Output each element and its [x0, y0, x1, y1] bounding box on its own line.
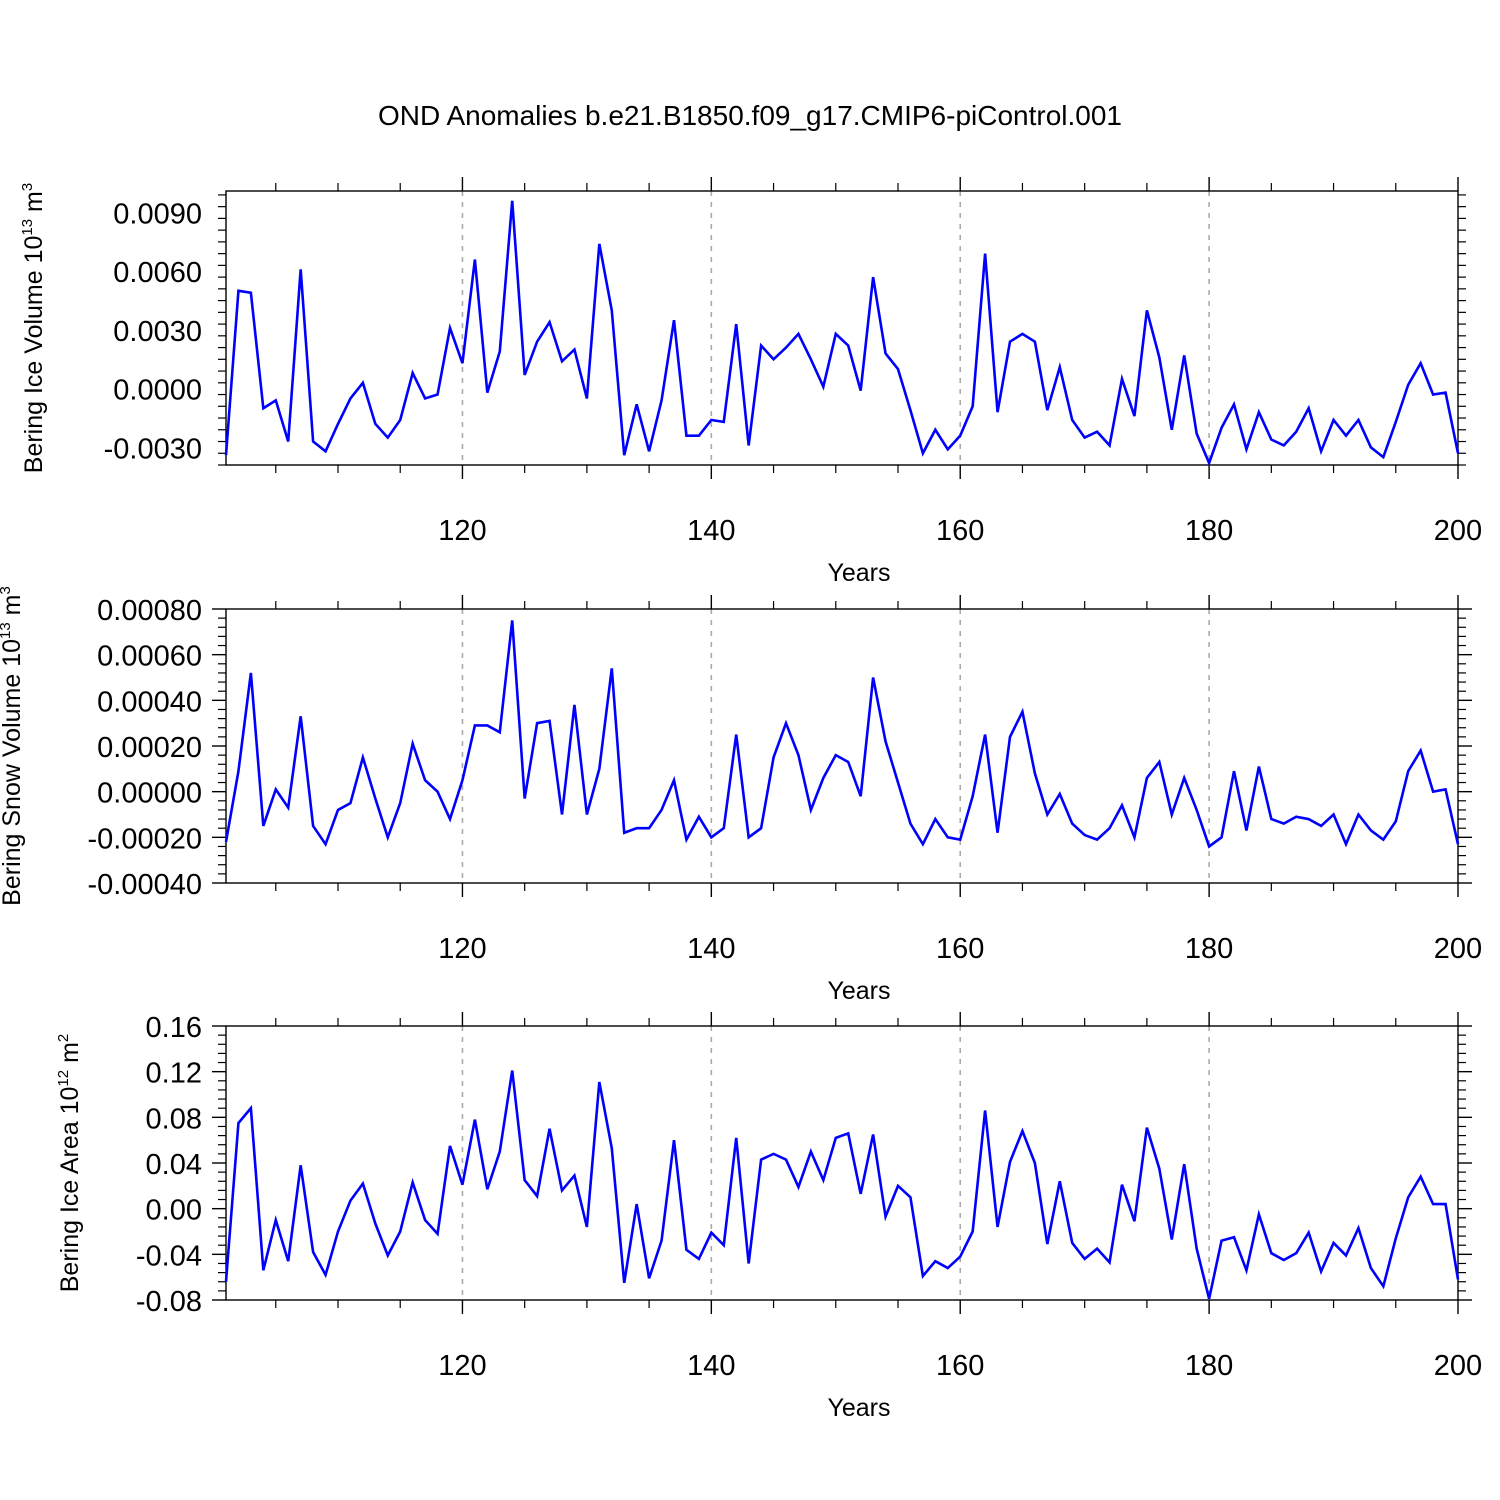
x-tick-label: 140 — [687, 1350, 735, 1382]
y-axis-label-unit-exponent: 3 — [0, 586, 14, 594]
y-tick-label: 0.16 — [146, 1012, 202, 1044]
y-axis-label-unit: m — [20, 191, 48, 219]
y-axis-label-unit-exponent: 2 — [55, 1034, 72, 1042]
series-line — [224, 620, 1460, 849]
y-axis-label-exponent: 13 — [19, 219, 36, 236]
y-axis-label: Bering Ice Volume 1013 m3 — [19, 183, 48, 473]
y-tick-label: 0.00080 — [97, 595, 202, 627]
plot-frame — [225, 190, 1459, 466]
y-axis-label-unit-exponent: 3 — [19, 183, 36, 191]
x-tick-label: 140 — [687, 515, 735, 547]
x-tick-label: 160 — [936, 933, 984, 965]
figure-title: OND Anomalies b.e21.B1850.f09_g17.CMIP6-… — [378, 100, 1122, 131]
y-tick-label: 0.0060 — [113, 257, 202, 289]
y-tick-label: 0.08 — [146, 1103, 202, 1135]
y-tick-label: -0.00020 — [88, 823, 203, 855]
y-axis-label-unit: m — [0, 595, 26, 623]
x-tick-label: 180 — [1185, 515, 1233, 547]
y-tick-label: 0.0030 — [113, 316, 202, 348]
y-tick-label: 0.12 — [146, 1058, 202, 1090]
x-axis-label: Years — [827, 559, 890, 587]
x-tick-label: 120 — [438, 933, 486, 965]
y-axis-label-text: Bering Snow Volume 10 — [0, 639, 26, 906]
y-axis-label-exponent: 13 — [0, 622, 14, 639]
panel-ice-area: 120 140 160 180 200 -0.08 -0.04 0.00 0.04 0.08 0.1… — [55, 1012, 1482, 1422]
y-tick-label: 0.00060 — [97, 641, 202, 673]
y-tick-label: 0.00000 — [97, 778, 202, 810]
y-axis-label-text: Bering Ice Volume 10 — [20, 236, 48, 474]
x-tick-label: 160 — [936, 515, 984, 547]
plot-frame — [225, 608, 1459, 884]
y-axis-label: Bering Ice Area 1012 m2 — [55, 1034, 84, 1293]
x-tick-label: 200 — [1434, 1350, 1482, 1382]
y-tick-label: -0.00040 — [88, 869, 203, 901]
y-tick-label: 0.0090 — [113, 199, 202, 231]
x-axis-label: Years — [827, 1394, 890, 1422]
y-axis-label-unit: m — [56, 1042, 84, 1070]
y-tick-label: 0.00020 — [97, 732, 202, 764]
series-line — [224, 200, 1460, 467]
x-tick-label: 120 — [438, 515, 486, 547]
y-tick-label: 0.0000 — [113, 375, 202, 407]
x-tick-label: 180 — [1185, 1350, 1233, 1382]
y-axis-label: Bering Snow Volume 1013 m3 — [0, 586, 26, 906]
y-tick-label: -0.04 — [136, 1240, 202, 1272]
plot-frame — [225, 1025, 1459, 1301]
x-axis-label: Years — [827, 977, 890, 1005]
x-tick-label: 120 — [438, 1350, 486, 1382]
y-axis-label-exponent: 12 — [55, 1070, 72, 1087]
panel-snow-volume: 120 140 160 180 200 -0.00040 -0.00020 0.00000 0.… — [0, 586, 1482, 1005]
x-tick-label: 200 — [1434, 933, 1482, 965]
series-line — [224, 1070, 1460, 1300]
x-tick-label: 180 — [1185, 933, 1233, 965]
y-tick-label: 0.00040 — [97, 686, 202, 718]
y-tick-label: 0.04 — [146, 1149, 202, 1181]
x-tick-label: 200 — [1434, 515, 1482, 547]
y-axis-label-text: Bering Ice Area 10 — [56, 1087, 84, 1293]
x-tick-label: 160 — [936, 1350, 984, 1382]
y-tick-label: 0.00 — [146, 1195, 202, 1227]
panel-ice-volume: 120 140 160 180 200 -0.0030 0.0000 0.0030 0.0060… — [19, 177, 1482, 587]
y-tick-label: -0.08 — [136, 1286, 202, 1318]
y-tick-label: -0.0030 — [104, 433, 202, 465]
x-tick-label: 140 — [687, 933, 735, 965]
